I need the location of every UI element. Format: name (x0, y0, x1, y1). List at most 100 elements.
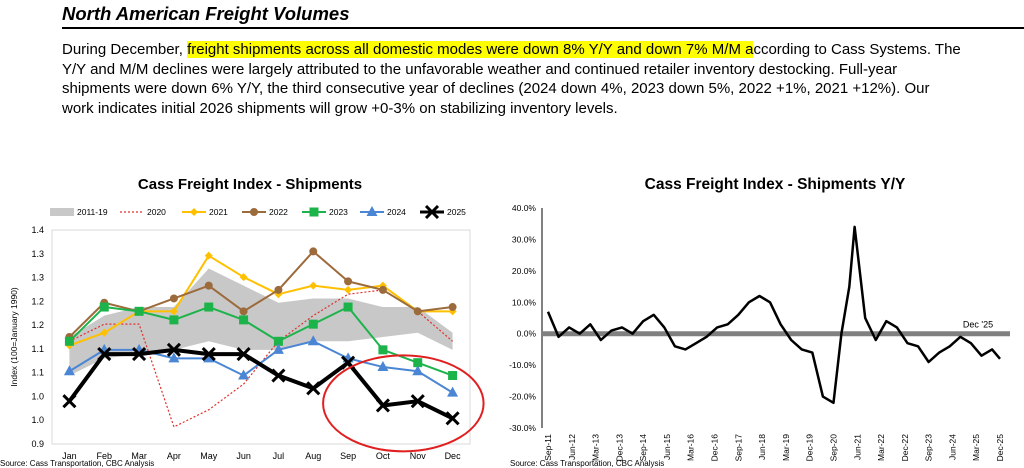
x-tick-label: Feb (96, 451, 112, 461)
data-point-2025 (375, 398, 390, 413)
data-point-2021 (100, 328, 109, 337)
y-tick-label: 30.0% (512, 234, 537, 244)
title-rule (62, 27, 1024, 29)
y-tick-label: -30.0% (509, 423, 536, 433)
x-tick-label: Aug (305, 451, 321, 461)
y-tick-label: 20.0% (512, 266, 537, 276)
data-point-2024 (238, 369, 250, 380)
x-tick-label: Jun-12 (567, 434, 577, 460)
y-tick-label: 0.0% (517, 329, 537, 339)
data-point-2024 (447, 386, 459, 397)
series-line-2023 (68, 306, 453, 377)
right-chart: 40.0% 30.0% 20.0% 10.0% 0.0% -10.0% -20.0% -30.… (509, 203, 1010, 462)
legend-label: 2022 (269, 207, 288, 217)
data-point-2022 (344, 277, 353, 286)
y-tick-label: 0.9 (31, 439, 44, 449)
data-point-2023 (99, 302, 109, 312)
series-line-2021 (69, 254, 453, 347)
data-point-2021 (378, 281, 387, 290)
y-tick-label: -20.0% (509, 392, 536, 402)
legend-marker (424, 204, 440, 220)
x-tick-label: Dec-25 (995, 434, 1005, 462)
data-point-2023 (308, 319, 318, 329)
x-tick-label: Dec-13 (614, 434, 624, 462)
data-point-2021 (309, 281, 318, 290)
band-2011-19 (69, 268, 453, 376)
legend-marker (366, 206, 378, 216)
data-point-2023 (273, 336, 283, 346)
data-point-2021 (239, 273, 248, 282)
y-tick-label: 1.1 (31, 344, 44, 354)
annotation-ellipse (322, 354, 485, 453)
y-tick-label: 1.3 (31, 249, 44, 259)
series-line-2025 (67, 347, 454, 421)
x-tick-label: Apr (167, 451, 181, 461)
page-title: North American Freight Volumes (62, 3, 350, 24)
legend-swatch (50, 208, 74, 216)
legend: 2011-19 2020 2021 2022 2023 2024 2025 (50, 204, 466, 220)
y-tick-label: 1.0 (31, 391, 44, 401)
y-tick-label: 1.4 (31, 225, 44, 235)
data-point-2021 (344, 285, 353, 294)
legend-label: 2011-19 (77, 207, 108, 217)
legend-marker (190, 208, 198, 216)
data-point-2025 (201, 347, 216, 362)
data-point-2025 (97, 347, 112, 362)
x-tick-label: Jun-24 (947, 434, 957, 460)
x-tick-label: Mar-22 (876, 434, 886, 461)
data-point-2025 (132, 347, 147, 362)
x-tick-label: Oct (376, 451, 391, 461)
data-point-2023 (134, 306, 144, 316)
y-tick-label: 1.2 (31, 320, 44, 330)
right-chart-title: Cass Freight Index - Shipments Y/Y (644, 176, 906, 193)
summary-highlight: freight shipments across all domestic mo… (187, 41, 754, 58)
x-tick-label: Dec (445, 451, 462, 461)
x-tick-label: Nov (410, 451, 427, 461)
summary-pre: During December, (62, 41, 188, 58)
data-point-2023 (64, 336, 74, 346)
data-point-2023 (413, 358, 423, 368)
summary-post: ccording to Cass Systems. The Y/Y and M/… (62, 41, 961, 117)
y-tick-label: -10.0% (509, 360, 536, 370)
data-point-2025 (236, 347, 251, 362)
left-source-note: Source: Cass Transportation, CBC Analysi… (0, 459, 155, 468)
x-tick-label: May (200, 451, 218, 461)
data-point-2022 (448, 303, 457, 312)
data-point-2025 (166, 342, 181, 357)
data-point-2024 (168, 352, 180, 363)
yy-series-line (546, 225, 1001, 405)
data-point-2022 (413, 307, 422, 316)
data-point-2022 (378, 285, 387, 294)
x-tick-label: Jan (62, 451, 77, 461)
y-tick-label: 1.0 (31, 415, 44, 425)
left-chart-title: Cass Freight Index - Shipments (137, 176, 363, 193)
y-axis-label: Index (100=January 1990) (9, 287, 19, 387)
data-point-2022 (309, 247, 318, 256)
x-tick-label: Mar-16 (686, 434, 696, 461)
y-tick-label: 40.0% (512, 203, 537, 213)
x-tick-label: Mar (131, 451, 147, 461)
x-tick-label: Mar-19 (781, 434, 791, 461)
x-tick-label: Mar-25 (971, 434, 981, 461)
y-tick-label: 1.3 (31, 273, 44, 283)
x-tick-label: Sep-20 (828, 434, 838, 462)
plot-border (51, 229, 471, 445)
x-tick-label: Sep-17 (733, 434, 743, 462)
legend-marker (250, 208, 258, 216)
data-point-2024 (63, 365, 75, 376)
x-tick-label: Mar-13 (591, 434, 601, 461)
x-tick-label: Jun-15 (662, 434, 672, 460)
x-tick-label: Sep-14 (638, 434, 648, 462)
x-tick-label: Jun-18 (757, 434, 767, 460)
data-point-2021 (169, 307, 178, 316)
legend-marker (309, 207, 319, 217)
data-point-2025 (62, 394, 77, 409)
x-tick-label: Jun (236, 451, 251, 461)
data-point-2025 (410, 394, 425, 409)
x-tick-label: Sep-11 (543, 434, 553, 461)
x-tick-label: Sep-23 (924, 434, 934, 462)
x-tick-label: Sep (340, 451, 356, 461)
data-point-2025 (445, 411, 460, 426)
x-tick-label: Jun-21 (852, 434, 862, 460)
legend-label: 2023 (329, 207, 348, 217)
